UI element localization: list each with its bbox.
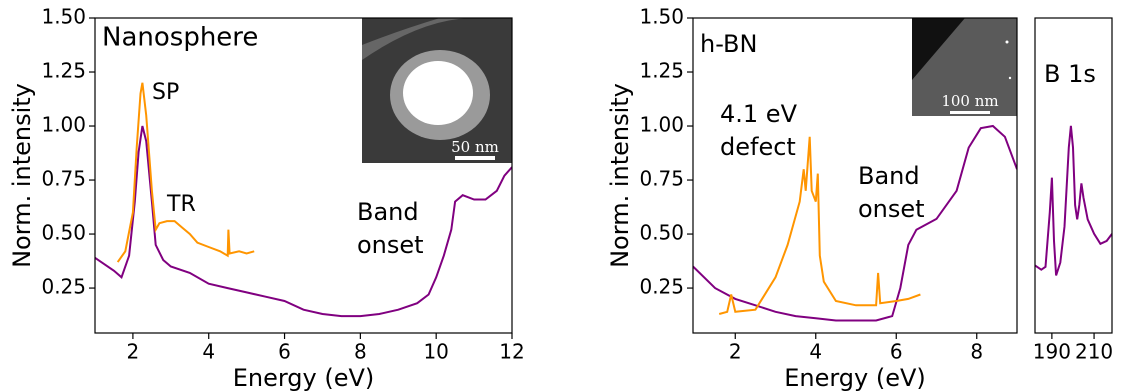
annotation: h-BN <box>700 30 757 58</box>
plot-area <box>95 82 512 318</box>
annotation: defect <box>720 133 796 161</box>
annotation: Band <box>858 162 920 190</box>
axes-frame <box>1034 17 1113 334</box>
y-tick-label: 0.50 <box>41 221 86 245</box>
y-tick-label: 0.75 <box>41 167 86 191</box>
plot-area <box>1035 125 1112 276</box>
x-tick-label: 4 <box>202 340 215 364</box>
annotation: TR <box>166 192 196 217</box>
x-tick-label: 2 <box>127 340 140 364</box>
spectrum-line <box>95 125 512 318</box>
inset-nanosphere <box>362 18 512 163</box>
y-tick-label: 1.50 <box>639 5 684 29</box>
annotation: Nanosphere <box>102 23 258 53</box>
spectrum-line <box>1035 125 1112 276</box>
x-tick-label: 10 <box>423 340 448 364</box>
axes-frame <box>692 17 1018 334</box>
y-tick-label: 1.00 <box>639 113 684 137</box>
y-tick-label: 1.50 <box>41 5 86 29</box>
spectrum-line <box>116 82 255 263</box>
y-tick-label: 1.25 <box>639 59 684 83</box>
scale-bar-label: 50 nm <box>451 138 499 156</box>
x-axis-label: Energy (eV) <box>233 364 375 392</box>
annotation: onset <box>858 195 925 223</box>
inset-hbn <box>912 18 1017 116</box>
scale-bar-label: 100 nm <box>941 92 998 110</box>
x-tick-label: 210 <box>1075 340 1113 364</box>
y-tick-label: 0.25 <box>41 275 86 299</box>
annotation: SP <box>152 80 179 105</box>
axes-frame <box>94 17 513 334</box>
x-tick-label: 190 <box>1033 340 1071 364</box>
y-tick-label: 1.00 <box>41 113 86 137</box>
x-tick-label: 2 <box>729 340 742 364</box>
y-tick-label: 0.50 <box>639 221 684 245</box>
x-axis-label: Energy (eV) <box>784 364 926 392</box>
y-axis-label: Norm. intensity <box>606 83 634 268</box>
annotation: 4.1 eV <box>720 100 798 128</box>
x-tick-label: 12 <box>499 340 524 364</box>
x-tick-label: 8 <box>354 340 367 364</box>
spectrum-line <box>718 136 921 315</box>
y-axis-label: Norm. intensity <box>8 83 36 268</box>
x-tick-label: 6 <box>890 340 903 364</box>
spectrum-line <box>693 124 1017 322</box>
x-tick-label: 6 <box>278 340 291 364</box>
annotation: onset <box>357 231 424 259</box>
plot-area <box>693 124 1017 322</box>
y-tick-label: 1.25 <box>41 59 86 83</box>
x-tick-label: 4 <box>809 340 822 364</box>
y-tick-label: 0.25 <box>639 275 684 299</box>
y-tick-label: 0.75 <box>639 167 684 191</box>
x-tick-label: 8 <box>970 340 983 364</box>
annotation: B 1s <box>1044 60 1096 88</box>
annotation: Band <box>357 198 419 226</box>
